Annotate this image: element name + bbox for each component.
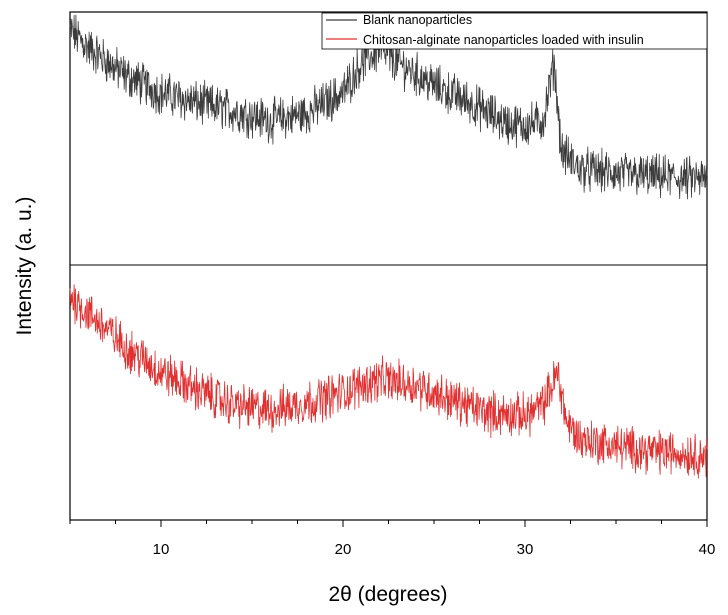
x-axis-ticks: 10 20 30 40 bbox=[69, 520, 716, 558]
x-axis-title: 2θ (degrees) bbox=[328, 583, 447, 606]
x-tick-label: 40 bbox=[699, 541, 716, 558]
y-axis-title: Intensity (a. u.) bbox=[13, 197, 36, 336]
x-tick-label: 30 bbox=[517, 541, 534, 558]
legend: Blank nanoparticles Chitosan-alginate na… bbox=[321, 12, 708, 50]
series-layer bbox=[69, 14, 708, 479]
series-line-blank-nanoparticles bbox=[69, 14, 708, 200]
x-tick-label: 10 bbox=[153, 541, 170, 558]
legend-box bbox=[321, 12, 708, 50]
x-tick-label: 20 bbox=[335, 541, 352, 558]
series-line-insulin-loaded bbox=[69, 284, 708, 479]
legend-label-insulin: Chitosan-alginate nanoparticles loaded w… bbox=[363, 33, 644, 47]
legend-label-blank: Blank nanoparticles bbox=[363, 13, 472, 27]
